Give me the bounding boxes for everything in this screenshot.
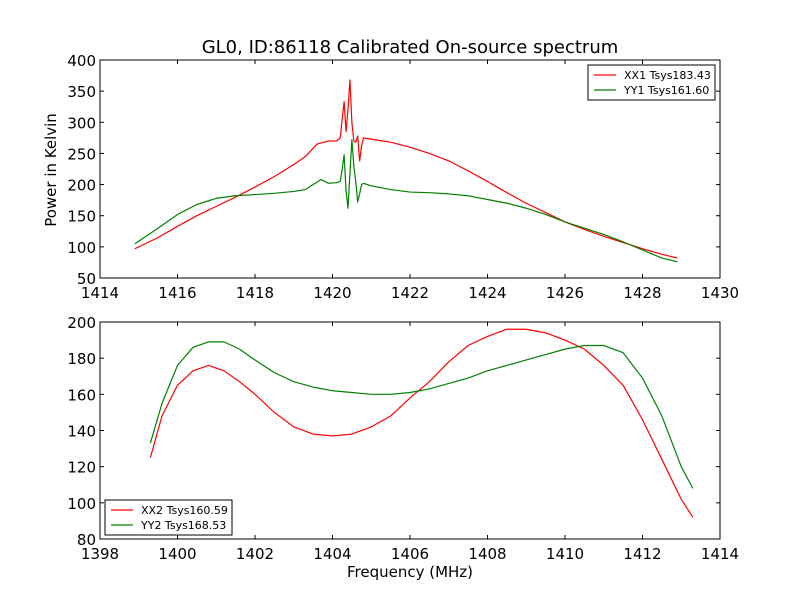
legend-entry: YY1 Tsys161.60 bbox=[623, 84, 709, 97]
y-tick-label: 140 bbox=[67, 423, 96, 441]
x-tick-label: 1404 bbox=[313, 545, 351, 563]
x-tick-label: 1414 bbox=[81, 284, 119, 302]
y-tick-label: 100 bbox=[67, 495, 96, 513]
x-tick-label: 1422 bbox=[391, 284, 429, 302]
y-tick-label: 80 bbox=[77, 531, 96, 549]
y-tick-label: 400 bbox=[67, 52, 96, 70]
y-tick-label: 100 bbox=[67, 239, 96, 257]
legend-entry: XX2 Tsys160.59 bbox=[141, 504, 228, 517]
x-tick-label: 1400 bbox=[158, 545, 196, 563]
y-tick-label: 200 bbox=[67, 177, 96, 195]
y-tick-label: 150 bbox=[67, 208, 96, 226]
legend-entry: XX1 Tsys183.43 bbox=[624, 69, 711, 82]
top-plot: 1414 1416 1418 1420 1422 1424 1426 1428 1430 50 10… bbox=[67, 52, 739, 302]
chart-title: GL0, ID:86118 Calibrated On-source spect… bbox=[202, 37, 619, 58]
series-line-2 bbox=[134, 139, 678, 263]
x-tick-label: 1426 bbox=[546, 284, 584, 302]
y-tick-label: 250 bbox=[67, 145, 96, 163]
legend-entry: YY2 Tsys168.53 bbox=[140, 519, 226, 532]
x-tick-label: 1412 bbox=[623, 545, 661, 563]
x-tick-label: 1402 bbox=[236, 545, 274, 563]
x-tick-label: 1418 bbox=[236, 284, 274, 302]
x-tick-label: 1406 bbox=[391, 545, 429, 563]
x-tick-label: 1414 bbox=[701, 545, 739, 563]
series-line-1 bbox=[149, 328, 694, 518]
x-tick-label: 1416 bbox=[158, 284, 196, 302]
series-line-1 bbox=[134, 79, 678, 259]
y-tick-label: 50 bbox=[77, 270, 96, 288]
y-tick-label: 180 bbox=[67, 350, 96, 368]
x-tick-label: 1420 bbox=[313, 284, 351, 302]
y-axis-label: Power in Kelvin bbox=[42, 113, 60, 227]
series-line-2 bbox=[149, 341, 694, 489]
legend bbox=[587, 64, 716, 101]
x-tick-label: 1428 bbox=[623, 284, 661, 302]
x-tick-label: 1398 bbox=[81, 545, 119, 563]
y-tick-label: 120 bbox=[67, 459, 96, 477]
x-tick-label: 1408 bbox=[468, 545, 506, 563]
x-axis-label: Frequency (MHz) bbox=[347, 563, 473, 581]
y-tick-label: 200 bbox=[67, 314, 96, 332]
x-tick-label: 1430 bbox=[701, 284, 739, 302]
bottom-plot: 1398 1400 1402 1404 1406 1408 1410 1412 1414 80 10… bbox=[67, 314, 739, 563]
y-tick-label: 160 bbox=[67, 386, 96, 404]
x-tick-label: 1424 bbox=[468, 284, 506, 302]
y-tick-label: 350 bbox=[67, 83, 96, 101]
x-tick-label: 1410 bbox=[546, 545, 584, 563]
legend bbox=[104, 499, 233, 536]
y-tick-label: 300 bbox=[67, 114, 96, 132]
